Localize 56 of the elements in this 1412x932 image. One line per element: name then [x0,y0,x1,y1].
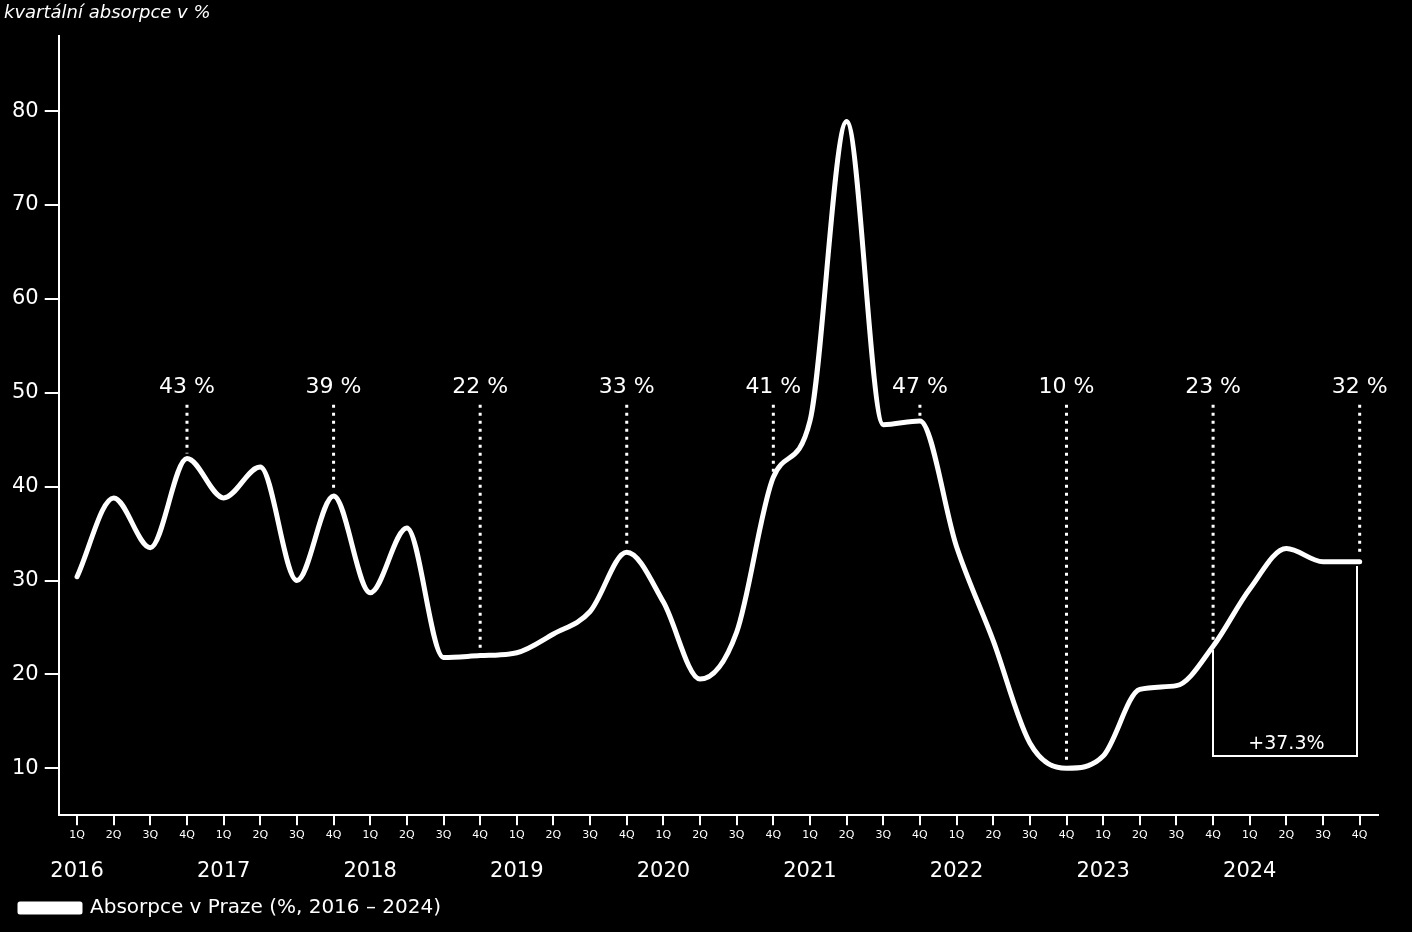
data-label: 22 % [452,373,509,399]
y-tick-label: 10 [11,754,39,779]
y-axis-title: kvartální absorpce v % [4,0,211,22]
x-tick-label: 4Q [472,827,489,841]
x-tick-label: 3Q [1022,827,1039,841]
x-tick-label: 4Q [1058,827,1075,841]
y-tick-label: 70 [11,191,39,216]
category-label: 1Q 2019 [490,827,544,882]
x-tick-label: 3Q [875,827,892,841]
x-tick-label: 2Q [985,827,1002,841]
y-tick-label: 40 [11,473,39,498]
x-tick-label: 2Q [252,827,269,841]
data-label: 23 % [1185,373,1242,399]
x-tick-label: 3Q [728,827,745,841]
x-tick-label: 4Q [618,827,635,841]
x-tick-label: 3Q [1315,827,1332,841]
x-tick-label: 4Q [1351,827,1368,841]
y-tick-label: 60 [11,285,39,310]
x-tick-label: 2Q [545,827,562,841]
category-label: 1Q 2024 [1223,827,1277,882]
data-label: 39 % [305,373,362,399]
y-tick-label: 30 [11,566,39,591]
legend-label: Absorpce v Praze (%, 2016 – 2024) [90,894,441,919]
category-label: 1Q 2016 [50,827,104,882]
x-tick-label: 3Q [1168,827,1185,841]
x-tick-label: 2Q [838,827,855,841]
x-tick-label: 4Q [179,827,196,841]
category-label: 1Q 2018 [343,827,397,882]
x-tick-label: 3Q [435,827,452,841]
data-label: 41 % [745,373,802,399]
data-label: 10 % [1038,373,1095,399]
x-tick-label: 3Q [289,827,306,841]
data-label: 32 % [1331,373,1388,399]
annotation: +37.3% [1248,730,1325,753]
category-label: 1Q 2021 [783,827,837,882]
data-label: 43 % [159,373,215,399]
x-tick-label: 4Q [765,827,782,841]
x-tick-label: 4Q [912,827,929,841]
data-label: 47 % [891,373,948,399]
x-tick-label: 3Q [582,827,599,841]
x-tick-label: 3Q [142,827,159,841]
y-tick-label: 50 [11,379,39,404]
x-tick-label: 2Q [692,827,709,841]
x-tick-label: 2Q [1131,827,1148,841]
y-tick-label: 80 [11,97,39,122]
x-tick-label: 4Q [325,827,342,841]
x-tick-label: 2Q [105,827,122,841]
x-tick-label: 2Q [399,827,416,841]
data-label: 33 % [598,373,655,399]
category-label: 1Q 2020 [636,827,691,882]
x-tick-label: 2Q [1278,827,1295,841]
category-label: 1Q 2017 [196,827,251,882]
category-label: 1Q 2023 [1076,827,1130,882]
y-tick-label: 20 [11,660,39,685]
x-tick-label: 4Q [1205,827,1222,841]
category-label: 1Q 2022 [929,827,984,882]
